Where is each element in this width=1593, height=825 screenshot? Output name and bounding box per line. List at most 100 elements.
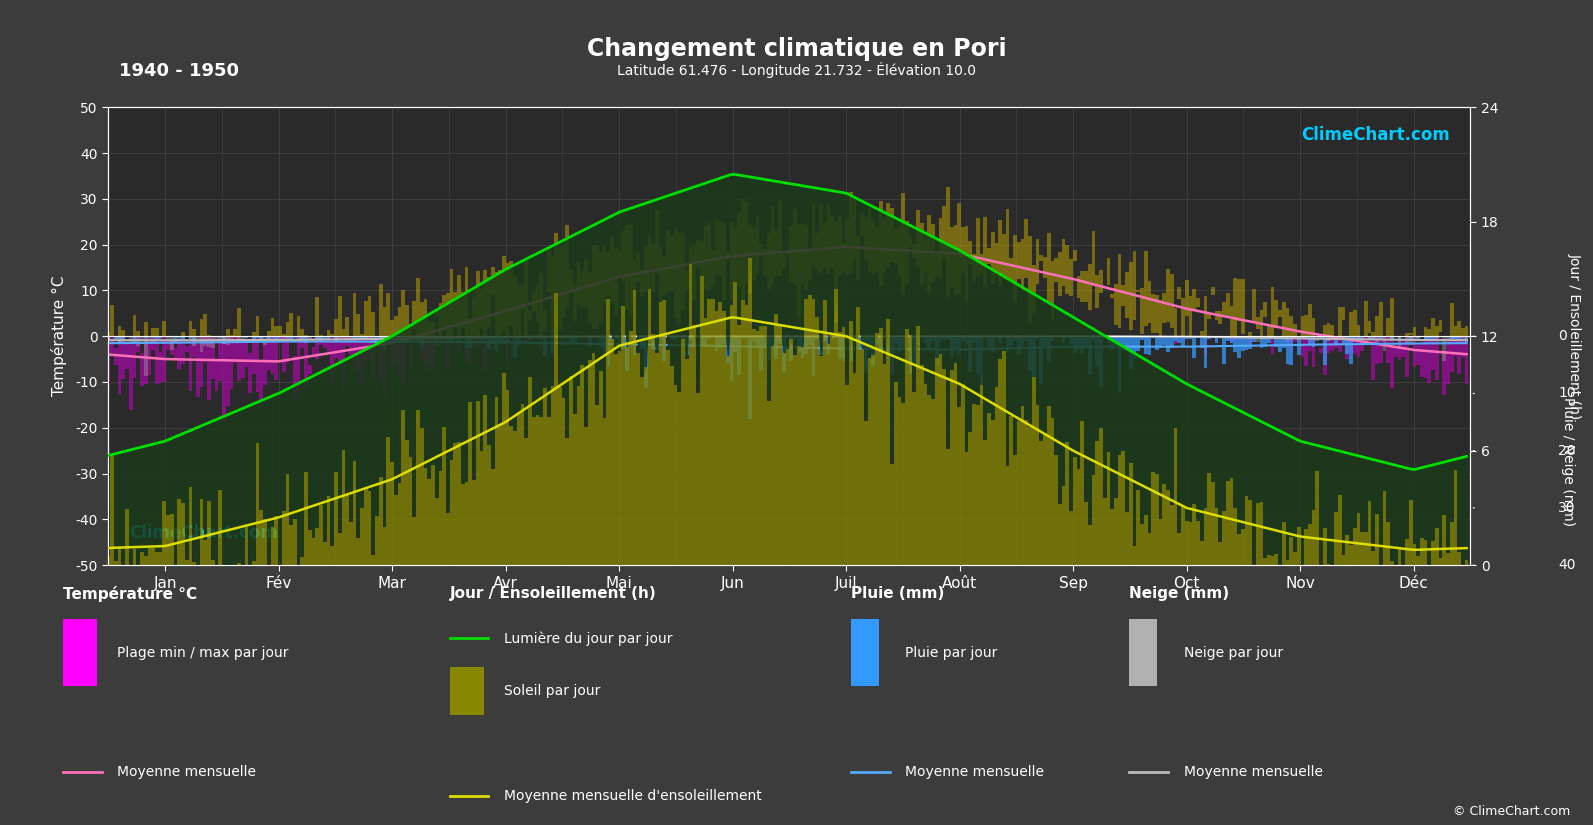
- Bar: [110, 337, 115, 353]
- Bar: [245, 340, 249, 367]
- Bar: [1352, 337, 1357, 338]
- Bar: [346, 495, 349, 565]
- Bar: [409, 337, 413, 342]
- Bar: [1129, 337, 1133, 369]
- Bar: [1233, 337, 1238, 341]
- Bar: [1255, 503, 1260, 565]
- Bar: [1391, 337, 1394, 338]
- Bar: [1397, 339, 1402, 360]
- Bar: [363, 301, 368, 337]
- Bar: [718, 337, 722, 348]
- Bar: [465, 337, 468, 349]
- Bar: [704, 337, 707, 347]
- Bar: [860, 337, 863, 350]
- Bar: [416, 410, 421, 565]
- Bar: [368, 337, 371, 339]
- Bar: [279, 337, 282, 341]
- Bar: [401, 410, 405, 565]
- Bar: [1024, 219, 1027, 278]
- Bar: [894, 337, 897, 345]
- Bar: [107, 337, 110, 385]
- Bar: [991, 233, 994, 284]
- Bar: [1372, 337, 1375, 340]
- Bar: [1241, 337, 1244, 351]
- Bar: [596, 337, 599, 339]
- Bar: [562, 337, 566, 339]
- Bar: [390, 337, 393, 368]
- Bar: [965, 452, 969, 565]
- Text: Neige par jour: Neige par jour: [1184, 646, 1282, 660]
- Bar: [432, 322, 435, 337]
- Bar: [1397, 548, 1402, 565]
- Bar: [449, 337, 454, 344]
- Bar: [1397, 337, 1402, 341]
- Bar: [1047, 233, 1050, 304]
- Bar: [863, 422, 868, 565]
- Bar: [271, 527, 274, 565]
- Bar: [1252, 290, 1255, 322]
- Bar: [182, 337, 185, 364]
- Bar: [965, 337, 969, 344]
- Bar: [199, 499, 204, 565]
- Bar: [1158, 519, 1163, 565]
- Bar: [1297, 337, 1300, 340]
- Bar: [1080, 337, 1085, 353]
- Bar: [1032, 376, 1035, 565]
- Bar: [577, 337, 580, 338]
- Bar: [301, 329, 304, 337]
- Bar: [1141, 525, 1144, 565]
- Bar: [1230, 337, 1233, 343]
- Bar: [151, 549, 155, 565]
- Bar: [1271, 287, 1274, 337]
- Bar: [1114, 498, 1118, 565]
- Bar: [1091, 337, 1096, 340]
- Bar: [1085, 271, 1088, 302]
- Bar: [621, 231, 624, 281]
- Bar: [263, 519, 268, 565]
- Bar: [972, 254, 977, 281]
- Bar: [1196, 521, 1200, 565]
- Bar: [977, 405, 980, 565]
- Bar: [1155, 295, 1158, 333]
- Bar: [857, 337, 860, 349]
- Bar: [1300, 337, 1305, 338]
- Bar: [387, 337, 390, 346]
- Bar: [1077, 276, 1080, 299]
- Bar: [730, 304, 733, 565]
- Bar: [304, 472, 307, 565]
- Bar: [1322, 529, 1327, 565]
- Bar: [465, 337, 468, 361]
- Bar: [1188, 296, 1192, 337]
- Bar: [529, 311, 532, 320]
- Bar: [479, 289, 483, 329]
- Bar: [543, 337, 546, 356]
- Bar: [1424, 337, 1427, 378]
- Bar: [808, 251, 812, 280]
- Bar: [241, 341, 245, 378]
- Bar: [599, 252, 602, 323]
- Bar: [1169, 337, 1174, 348]
- Bar: [924, 238, 927, 273]
- Bar: [1335, 337, 1338, 345]
- Bar: [1027, 337, 1032, 370]
- Bar: [636, 353, 640, 565]
- Bar: [1289, 337, 1294, 352]
- Bar: [1360, 532, 1364, 565]
- Bar: [177, 339, 182, 370]
- Bar: [1338, 336, 1341, 351]
- Bar: [241, 337, 245, 342]
- Bar: [1402, 340, 1405, 356]
- Bar: [382, 527, 387, 565]
- Bar: [424, 337, 427, 370]
- Bar: [346, 337, 349, 342]
- Bar: [1222, 302, 1227, 314]
- Bar: [1204, 296, 1207, 337]
- Bar: [487, 337, 491, 349]
- Bar: [1266, 337, 1271, 343]
- Bar: [352, 460, 357, 565]
- Bar: [424, 337, 427, 338]
- Bar: [1002, 234, 1005, 279]
- Bar: [468, 337, 472, 338]
- Bar: [938, 218, 943, 280]
- Bar: [755, 337, 760, 346]
